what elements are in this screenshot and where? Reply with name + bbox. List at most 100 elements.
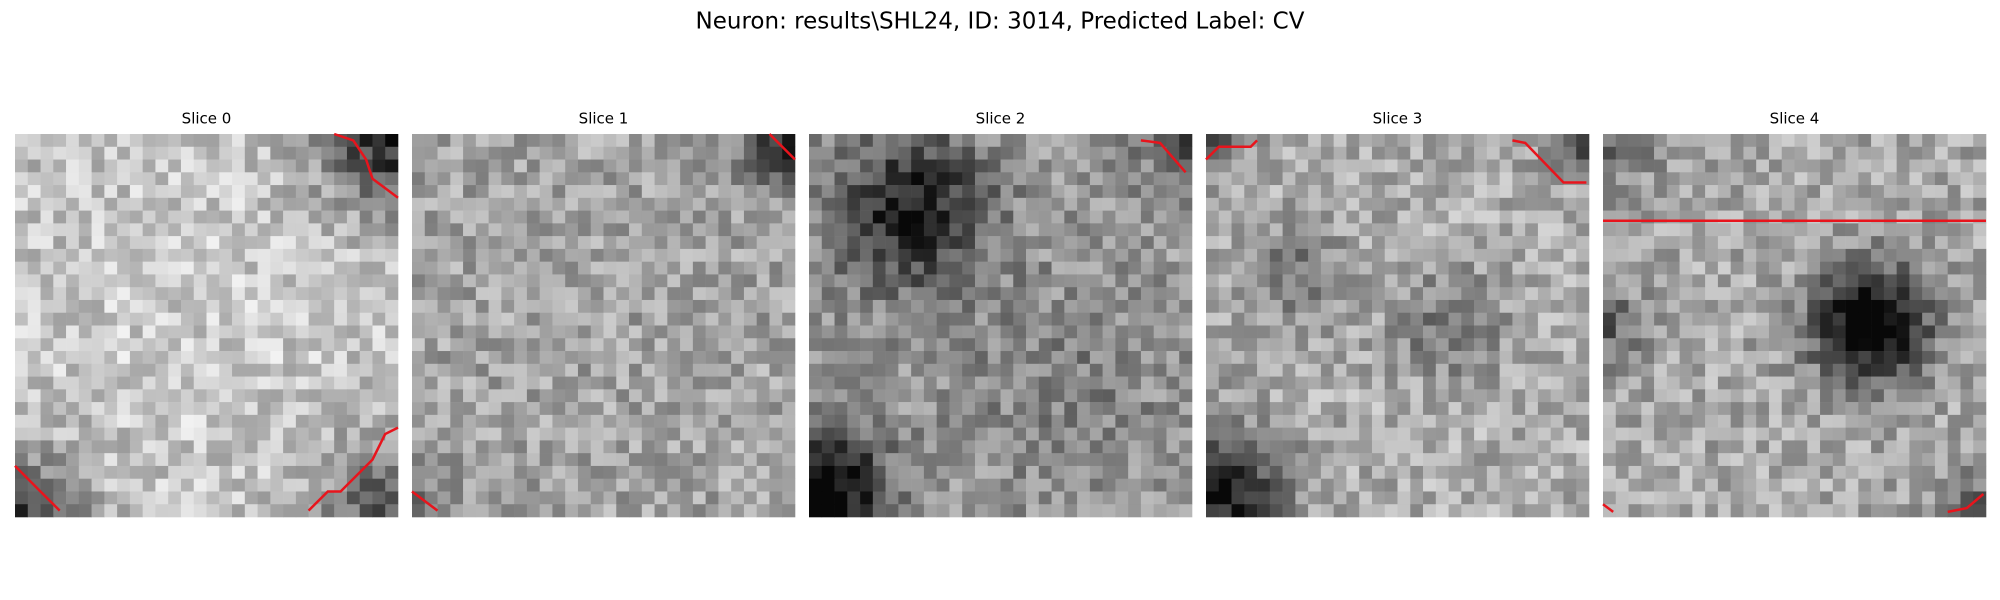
pixel: [526, 261, 540, 275]
pixel: [1128, 312, 1142, 326]
pixel: [847, 351, 861, 365]
pixel: [1448, 402, 1462, 416]
pixel: [667, 414, 681, 428]
pixel: [501, 491, 515, 505]
pixel: [1537, 465, 1551, 479]
pixel: [193, 287, 207, 301]
pixel: [1410, 478, 1424, 492]
pixel: [206, 402, 220, 416]
pixel: [911, 325, 925, 339]
pixel: [1089, 478, 1103, 492]
pixel: [860, 389, 874, 403]
pixel: [1947, 274, 1961, 288]
pixel: [1537, 312, 1551, 326]
pixel: [705, 453, 719, 467]
pixel: [1947, 223, 1961, 237]
pixel: [514, 134, 528, 148]
pixel: [1397, 325, 1411, 339]
pixel: [565, 172, 579, 186]
pixel: [743, 223, 757, 237]
pixel: [1537, 338, 1551, 352]
pixel: [898, 427, 912, 441]
pixel: [1410, 453, 1424, 467]
pixel: [1423, 197, 1437, 211]
pixel: [1486, 491, 1500, 505]
pixel: [475, 236, 489, 250]
pixel: [1781, 338, 1795, 352]
pixel: [1717, 274, 1731, 288]
pixel: [1474, 363, 1488, 377]
pixel: [180, 261, 195, 275]
pixel: [1038, 491, 1052, 505]
pixel: [1064, 440, 1078, 454]
pixel: [180, 440, 195, 454]
pixel: [206, 465, 220, 479]
pixel: [232, 248, 246, 262]
pixel: [450, 478, 464, 492]
pixel: [1654, 465, 1668, 479]
pixel: [526, 325, 540, 339]
pixel: [180, 491, 195, 505]
pixel: [1257, 312, 1271, 326]
pixel: [1858, 159, 1872, 173]
pixel: [1692, 478, 1706, 492]
pixel: [385, 159, 399, 173]
pixel: [1832, 402, 1846, 416]
pixel: [1474, 185, 1488, 199]
pixel: [1089, 491, 1103, 505]
pixel: [1909, 491, 1923, 505]
pixel: [1512, 414, 1526, 428]
pixel: [1832, 236, 1846, 250]
pixel: [885, 389, 899, 403]
pixel: [283, 274, 297, 288]
pixel: [1051, 351, 1065, 365]
pixel: [15, 363, 29, 377]
pixel: [1628, 363, 1642, 377]
pixel: [283, 351, 297, 365]
pixel: [270, 134, 284, 148]
pixel: [962, 389, 976, 403]
pixel: [1603, 134, 1617, 148]
pixel: [936, 465, 950, 479]
pixel: [949, 325, 963, 339]
pixel: [872, 172, 886, 186]
pixel: [1960, 389, 1974, 403]
pixel: [450, 338, 464, 352]
pixel: [1435, 376, 1449, 390]
pixel: [821, 236, 835, 250]
pixel: [1654, 261, 1668, 275]
pixel: [372, 376, 386, 390]
pixel: [129, 440, 143, 454]
pixel: [1206, 185, 1220, 199]
pixel: [1140, 274, 1154, 288]
pixel: [385, 453, 399, 467]
pixel: [936, 491, 950, 505]
pixel: [885, 134, 899, 148]
pixel: [1244, 465, 1258, 479]
pixel: [923, 325, 937, 339]
pixel: [193, 478, 207, 492]
pixel: [168, 299, 182, 314]
pixel: [180, 197, 195, 211]
pixel: [809, 402, 823, 416]
pixel: [962, 172, 976, 186]
pixel: [526, 402, 540, 416]
pixel: [219, 185, 233, 199]
pixel: [1486, 453, 1500, 467]
pixel: [193, 325, 207, 339]
pixel: [1794, 465, 1808, 479]
pixel: [1563, 146, 1577, 160]
pixel: [129, 414, 143, 428]
pixel: [654, 491, 668, 505]
pixel: [1756, 261, 1770, 275]
pixel: [1397, 389, 1411, 403]
pixel: [1576, 325, 1590, 339]
pixel: [1743, 248, 1757, 262]
pixel: [1717, 261, 1731, 275]
pixel: [911, 312, 925, 326]
pixel: [1781, 427, 1795, 441]
pixel: [1038, 376, 1052, 390]
pixel: [923, 465, 937, 479]
pixel: [987, 465, 1001, 479]
pixel: [1871, 389, 1885, 403]
